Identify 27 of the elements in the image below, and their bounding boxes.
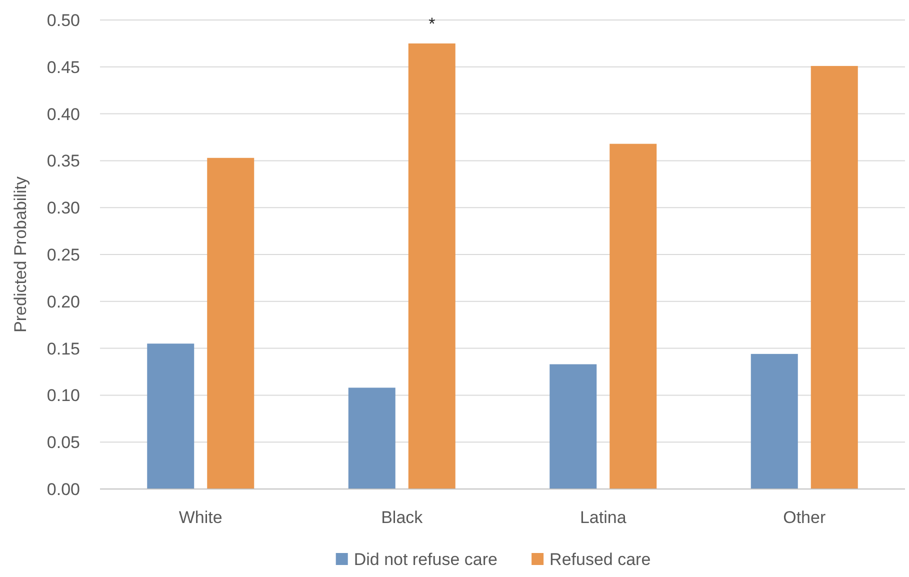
bar xyxy=(550,364,597,489)
y-tick-label: 0.10 xyxy=(46,386,80,406)
x-tick-label: Other xyxy=(783,508,826,527)
legend-label: Did not refuse care xyxy=(354,550,498,569)
bar xyxy=(810,66,858,489)
legend-label: Refused care xyxy=(550,550,651,569)
bar xyxy=(610,144,657,489)
annotation: * xyxy=(428,14,436,34)
bar xyxy=(207,158,254,489)
y-tick-label: 0.35 xyxy=(46,152,80,171)
y-tick-label: 0.25 xyxy=(46,245,80,264)
y-tick-label: 0.45 xyxy=(46,58,80,77)
bar xyxy=(147,344,194,489)
bar xyxy=(750,354,798,489)
bar xyxy=(348,388,396,489)
y-axis-title: Predicted Probability xyxy=(11,176,30,332)
y-tick-label: 0.15 xyxy=(46,339,80,358)
y-tick-label: 0.20 xyxy=(46,292,80,312)
bar xyxy=(408,43,456,489)
x-tick-label: White xyxy=(178,508,222,527)
y-tick-label: 0.00 xyxy=(46,480,80,499)
y-tick-label: 0.05 xyxy=(46,433,80,452)
y-tick-label: 0.30 xyxy=(46,198,80,218)
y-tick-label: 0.40 xyxy=(46,104,80,124)
x-tick-label: Black xyxy=(381,508,424,527)
x-tick-label: Latina xyxy=(580,508,627,527)
y-tick-label: 0.50 xyxy=(46,10,80,30)
